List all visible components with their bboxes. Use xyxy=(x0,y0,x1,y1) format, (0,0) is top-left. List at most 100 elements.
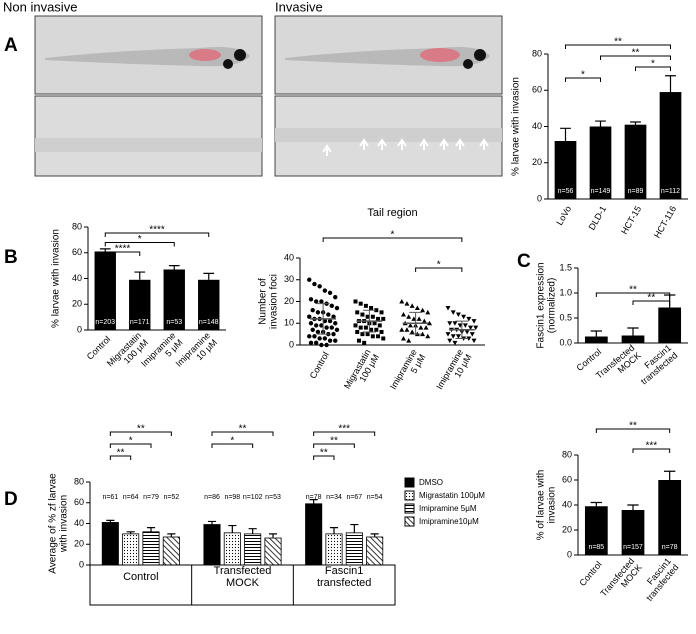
bar xyxy=(554,141,577,199)
point xyxy=(365,332,370,337)
error-bar xyxy=(350,523,359,533)
point xyxy=(313,340,319,346)
point xyxy=(369,327,374,332)
significance-label: ** xyxy=(629,285,637,296)
bar xyxy=(101,522,119,566)
error-bar xyxy=(627,327,639,336)
point xyxy=(363,303,368,308)
bar xyxy=(589,126,612,199)
point xyxy=(324,342,329,348)
bar xyxy=(244,533,262,566)
arrows xyxy=(322,138,489,156)
bar xyxy=(203,524,221,566)
y-tick-label: 80 xyxy=(532,48,542,58)
point xyxy=(471,319,477,324)
point xyxy=(423,325,429,330)
bar xyxy=(94,251,116,330)
n-label: n=56 xyxy=(558,188,574,195)
error-bar xyxy=(590,501,603,507)
y-tick-label: 0 xyxy=(567,549,572,559)
y-tick-label: 0.5 xyxy=(559,312,572,322)
point xyxy=(425,333,431,339)
point xyxy=(360,312,365,317)
point xyxy=(379,310,384,315)
significance-label: ** xyxy=(647,293,655,304)
point xyxy=(407,322,413,328)
point xyxy=(374,308,379,313)
point xyxy=(461,314,467,320)
point xyxy=(452,321,458,326)
bar xyxy=(163,269,185,330)
significance-label: *** xyxy=(645,441,657,452)
sd-bar xyxy=(362,309,376,333)
y-tick-label: 0 xyxy=(537,193,542,203)
x-tick-label: TransfectedMOCK xyxy=(599,556,645,605)
n-label: n=203 xyxy=(95,319,115,326)
fish-eye xyxy=(463,59,473,69)
point xyxy=(365,314,370,319)
error-bar xyxy=(329,527,339,534)
significance-bracket xyxy=(313,443,355,448)
x-tick-label: HCT-15 xyxy=(619,204,643,236)
y-tick-label: 60 xyxy=(562,474,572,484)
significance-bracket xyxy=(600,55,671,60)
y-tick-label: 30 xyxy=(284,274,294,284)
error-bar xyxy=(106,519,115,523)
error-bar xyxy=(627,504,639,510)
point xyxy=(353,299,358,304)
bar xyxy=(584,506,608,555)
point xyxy=(427,320,432,326)
n-label: n=53 xyxy=(166,319,182,326)
x-tick-label: HCT-116 xyxy=(652,204,678,240)
point xyxy=(374,327,379,332)
bar xyxy=(621,335,645,343)
point xyxy=(452,340,458,346)
point xyxy=(322,318,328,324)
point xyxy=(377,323,382,328)
significance-bracket xyxy=(104,242,175,247)
point xyxy=(322,288,328,293)
x-tick-label: Control xyxy=(308,350,331,380)
n-label: n=34 xyxy=(326,494,342,501)
tumor xyxy=(189,49,221,61)
image-label: Invasive xyxy=(275,0,323,14)
significance-bracket xyxy=(565,44,671,49)
significance-bracket xyxy=(313,431,376,436)
n-label: n=86 xyxy=(204,494,220,501)
significance-bracket xyxy=(632,448,671,453)
point xyxy=(420,307,426,313)
significance-label: * xyxy=(230,436,234,447)
error-bar xyxy=(99,248,111,252)
point xyxy=(319,323,324,328)
significance-bracket xyxy=(109,431,172,436)
n-label: n=64 xyxy=(123,494,139,501)
point xyxy=(370,334,375,339)
bar xyxy=(345,532,363,566)
significance-label: ** xyxy=(330,436,338,447)
point xyxy=(334,305,340,311)
significance-bracket xyxy=(632,300,671,305)
point xyxy=(400,312,406,317)
point xyxy=(334,327,340,332)
fish-eye xyxy=(474,49,486,61)
n-label: n=79 xyxy=(143,494,159,501)
point xyxy=(414,305,420,311)
point xyxy=(376,334,381,339)
sd-bar xyxy=(409,311,423,335)
point xyxy=(310,308,315,313)
bar xyxy=(122,533,140,566)
sd-bar xyxy=(316,303,330,335)
point xyxy=(372,321,377,326)
point xyxy=(312,334,317,339)
point xyxy=(462,323,468,328)
point xyxy=(447,338,453,344)
tumor xyxy=(420,48,460,62)
point xyxy=(358,325,363,330)
point xyxy=(356,338,361,343)
tail xyxy=(275,128,502,142)
significance-label: ** xyxy=(137,424,145,435)
significance-label: ** xyxy=(239,424,247,435)
point xyxy=(445,306,451,311)
significance-bracket xyxy=(211,431,274,436)
